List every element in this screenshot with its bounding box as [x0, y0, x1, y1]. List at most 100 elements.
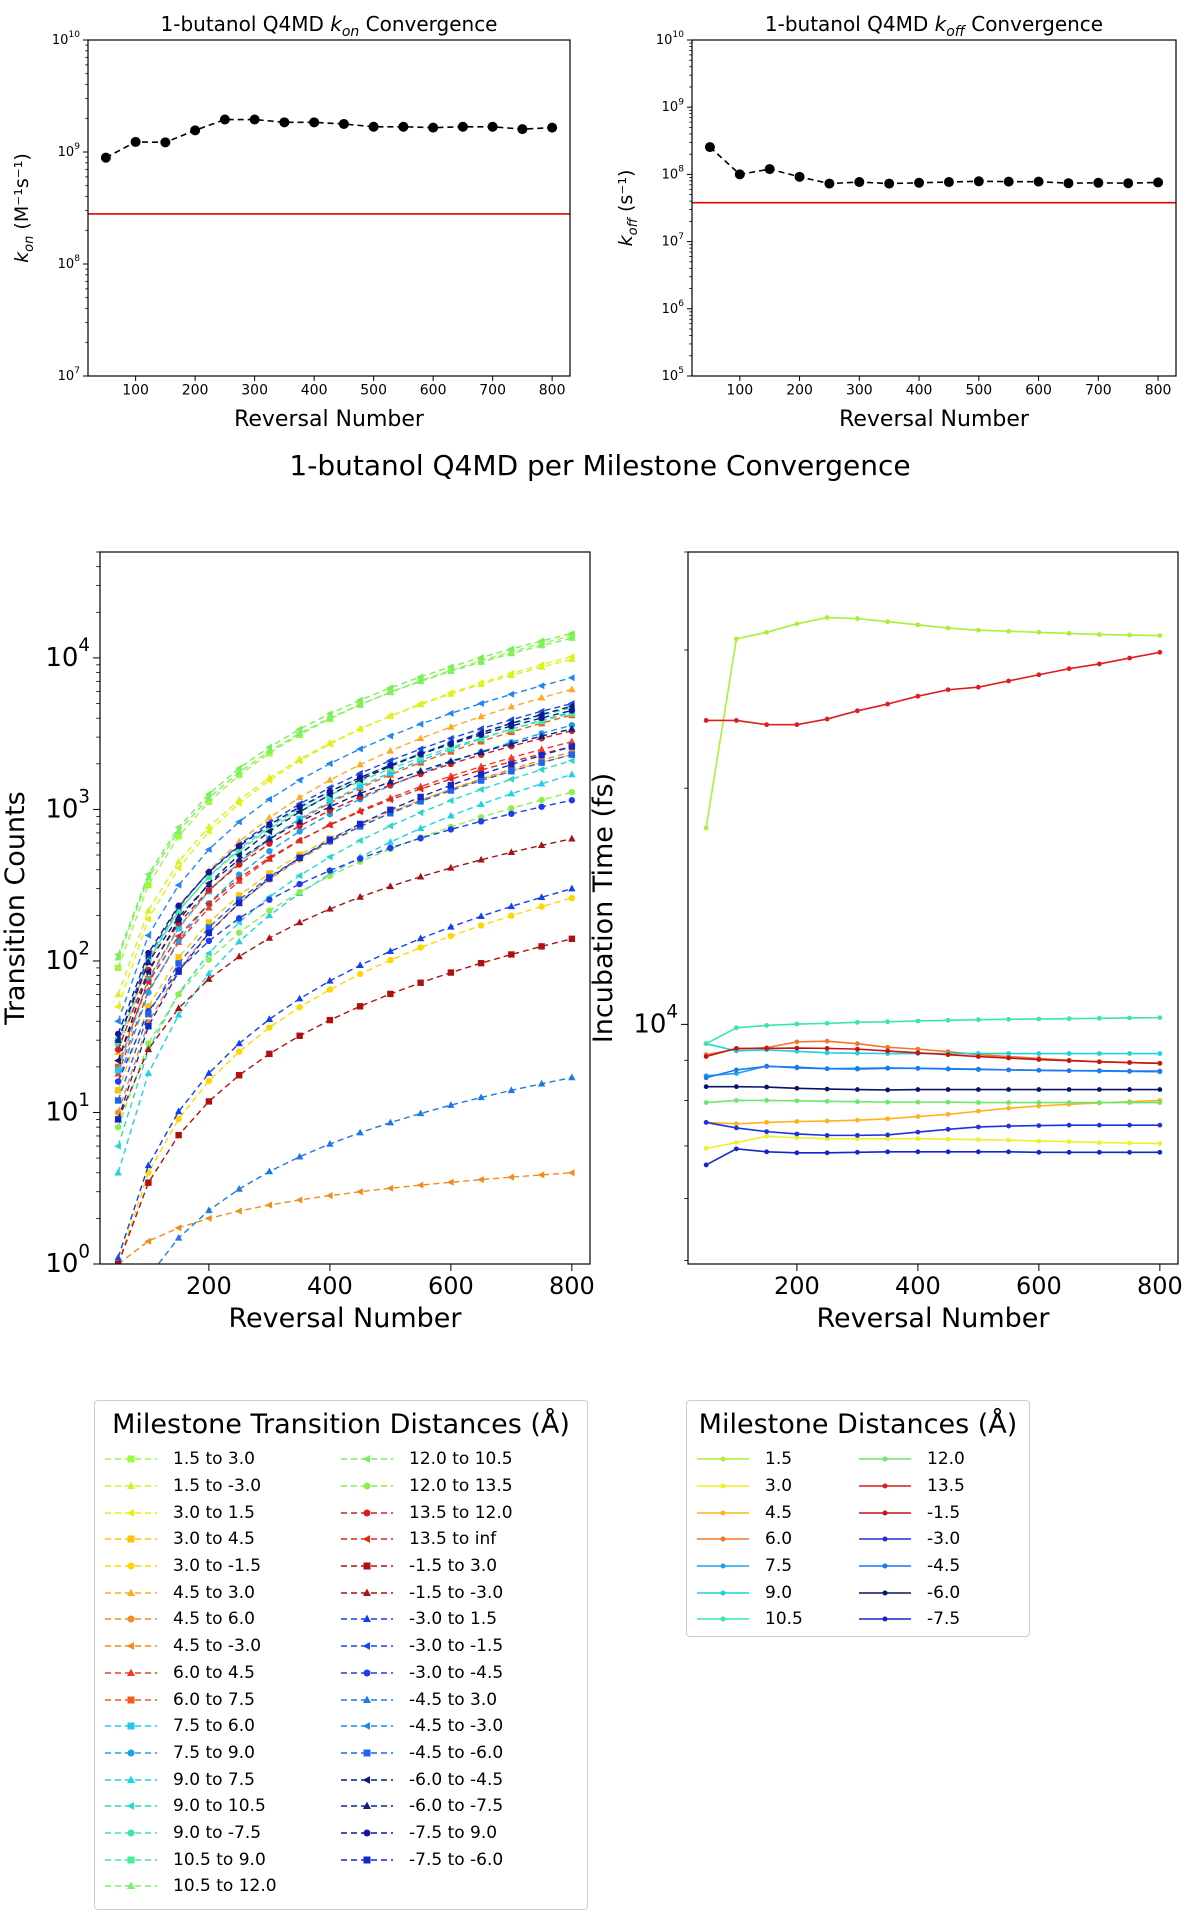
legend-marker	[362, 1775, 370, 1784]
data-point	[266, 848, 273, 855]
y-axis-label: koff (s⁻¹)	[615, 170, 641, 247]
data-point	[567, 653, 575, 661]
data-point	[477, 912, 485, 920]
data-point	[235, 771, 243, 779]
legend-item: -3.0 to -4.5	[339, 1660, 575, 1687]
data-point	[417, 944, 424, 951]
data-point	[1036, 1067, 1042, 1073]
data-point	[144, 1161, 153, 1169]
legend-marker	[363, 1829, 371, 1837]
data-point	[1066, 1068, 1072, 1074]
data-point	[915, 1129, 921, 1135]
data-point	[235, 899, 243, 907]
data-point	[100, 152, 111, 163]
data-point	[130, 136, 141, 147]
data-point	[356, 789, 364, 797]
data-point	[205, 919, 213, 926]
data-point	[295, 808, 303, 816]
data-point	[764, 1084, 770, 1090]
data-point	[1157, 1149, 1163, 1155]
data-point	[1153, 177, 1164, 188]
data-point	[1036, 1123, 1042, 1129]
y-tick-label: 1010	[656, 30, 684, 48]
series-line	[117, 635, 573, 969]
data-point	[794, 1098, 800, 1104]
legend-label: 1.5 to 3.0	[173, 1449, 255, 1470]
transition-legend-title: Milestone Transition Distances (Å)	[112, 1409, 570, 1440]
data-point	[477, 922, 485, 929]
data-point	[945, 1066, 951, 1072]
series-line	[709, 146, 1159, 185]
data-point	[945, 1111, 951, 1117]
legend-marker	[363, 1509, 371, 1517]
data-point	[733, 636, 739, 642]
data-point	[386, 777, 395, 785]
legend-swatch	[697, 1456, 749, 1462]
data-point	[356, 700, 364, 708]
data-point	[174, 1233, 183, 1241]
legend-label: 3.0 to -1.5	[173, 1556, 262, 1577]
data-point	[265, 828, 273, 836]
legend-label: -3.0 to -4.5	[409, 1662, 504, 1683]
series-line	[117, 724, 573, 1082]
data-point	[794, 722, 800, 728]
data-point	[537, 693, 546, 701]
data-point	[174, 1010, 183, 1018]
data-point	[235, 1185, 243, 1192]
data-point	[175, 954, 182, 961]
data-point	[1066, 1100, 1072, 1105]
data-point	[703, 718, 709, 723]
data-point	[114, 1142, 121, 1150]
data-point	[824, 178, 835, 189]
data-point	[1157, 1087, 1163, 1092]
data-point	[145, 881, 152, 889]
data-point	[296, 888, 303, 896]
legend-label: 6.0 to 4.5	[173, 1662, 255, 1683]
data-point	[1036, 1016, 1042, 1022]
data-point	[205, 880, 213, 888]
data-point	[205, 975, 213, 982]
legend-item: -1.5 to -3.0	[339, 1579, 575, 1606]
series-line	[117, 838, 572, 1120]
data-point	[537, 661, 545, 669]
data-point	[417, 754, 424, 761]
legend-label: -1.5	[927, 1502, 961, 1523]
x-tick-label: 400	[301, 382, 328, 398]
data-point	[205, 937, 213, 945]
legend-marker	[720, 1616, 726, 1622]
legend-item: 9.0 to -7.5	[103, 1820, 339, 1847]
legend-label: -7.5 to 9.0	[409, 1822, 498, 1843]
legend-item: 7.5 to 9.0	[103, 1740, 339, 1767]
data-point	[507, 739, 516, 747]
legend-label: 1.5 to -3.0	[173, 1476, 262, 1497]
data-point	[416, 700, 424, 708]
data-point	[204, 828, 212, 836]
data-point	[975, 1087, 981, 1092]
data-point	[326, 867, 334, 874]
data-point	[547, 122, 558, 133]
series-line	[705, 1065, 1160, 1079]
data-point	[387, 844, 394, 852]
data-point	[205, 924, 213, 931]
data-point	[296, 1003, 303, 1011]
series-line	[117, 938, 573, 1264]
data-point	[824, 716, 830, 722]
data-point	[235, 768, 243, 775]
legend-label: 6.0 to 7.5	[173, 1689, 255, 1710]
data-point	[517, 124, 528, 135]
data-point	[568, 770, 576, 778]
data-point	[945, 1017, 951, 1023]
data-point	[885, 1136, 891, 1142]
data-point	[145, 989, 152, 996]
data-point	[824, 1050, 830, 1056]
data-point	[507, 775, 515, 783]
legend-swatch	[105, 1508, 157, 1517]
legend-item: 3.0	[695, 1473, 857, 1500]
data-point	[205, 929, 213, 937]
data-point	[508, 912, 515, 919]
legend-marker	[882, 1590, 888, 1596]
data-point	[568, 1073, 576, 1081]
data-point	[386, 882, 395, 890]
legend-column: 1.5 to 3.0 1.5 to -3.0 3.0 to 1.5 3.0 to 4.…	[103, 1446, 339, 1900]
series-line	[117, 712, 573, 1041]
